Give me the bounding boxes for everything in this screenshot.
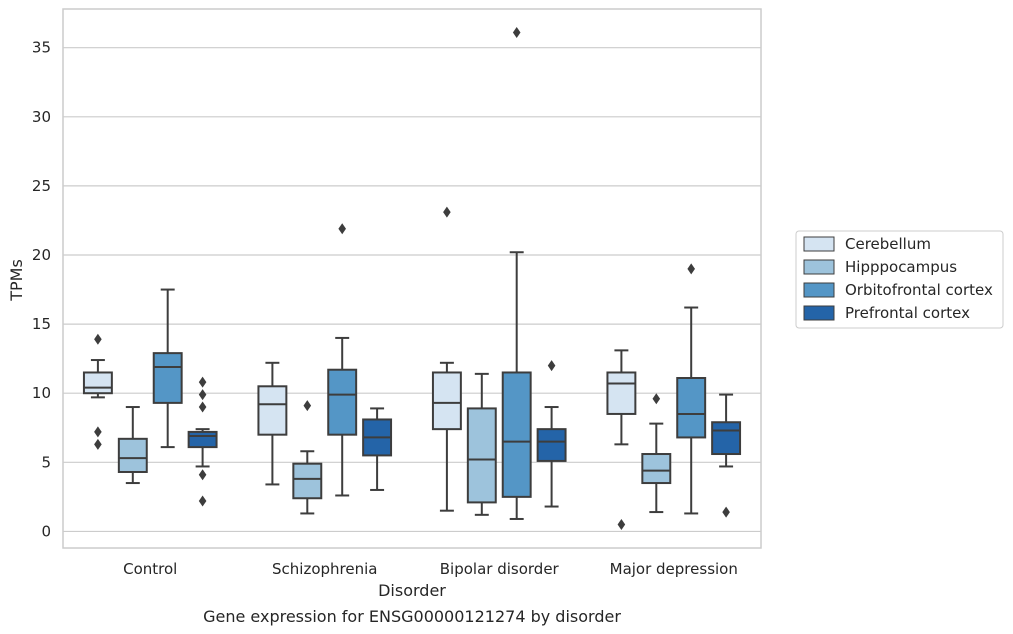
box-body <box>466 407 497 504</box>
y-tick-label-25: 25 <box>32 177 51 195</box>
legend-swatch-3 <box>803 305 835 321</box>
legend-label-0: Cerebellum <box>845 235 931 253</box>
box-body <box>431 371 462 431</box>
chart-caption: Gene expression for ENSG00000121274 by d… <box>203 607 621 626</box>
outlier-0 <box>547 360 556 372</box>
outlier-0 <box>687 263 695 275</box>
outlier-3 <box>198 469 207 481</box>
outlier-1 <box>198 389 207 401</box>
legend-label-1: Hipppocampus <box>845 258 957 276</box>
outlier-0 <box>443 206 451 218</box>
box-body <box>606 371 637 415</box>
box-2-2 <box>501 26 532 520</box>
box-body <box>187 430 218 449</box>
box-body <box>711 421 742 456</box>
outlier-0 <box>94 333 102 345</box>
outlier-0 <box>338 223 346 235</box>
y-tick-label-5: 5 <box>41 453 51 471</box>
legend-swatch-1 <box>803 259 835 275</box>
box-body <box>327 368 358 436</box>
box-3-1 <box>641 393 672 514</box>
box-2-0 <box>431 206 462 512</box>
y-tick-label-35: 35 <box>32 39 51 57</box>
y-tick-label-0: 0 <box>41 522 51 540</box>
x-axis-label: Disorder <box>378 581 446 600</box>
box-0-2 <box>152 288 183 449</box>
x-axis-ticks: Control Schizophrenia Bipolar disorder Majo… <box>123 560 738 578</box>
legend-label-3: Prefrontal cortex <box>845 304 970 322</box>
box-body <box>501 371 532 498</box>
x-tick-label-3: Major depression <box>610 560 738 578</box>
y-tick-label-20: 20 <box>32 246 51 264</box>
outlier-4 <box>198 495 207 507</box>
box-2-3 <box>536 360 567 508</box>
outlier-0 <box>722 506 730 518</box>
outlier-2 <box>198 401 207 413</box>
box-body <box>152 352 183 404</box>
box-1-1 <box>292 400 323 515</box>
box-body <box>82 371 113 395</box>
box-body <box>292 462 323 500</box>
legend-label-2: Orbitofrontal cortex <box>845 281 993 299</box>
y-tick-label-15: 15 <box>32 315 51 333</box>
box-0-0 <box>82 333 113 450</box>
box-3-3 <box>711 393 742 518</box>
legend-swatch-2 <box>803 282 835 298</box>
legend-frame <box>795 230 1004 329</box>
plot-area <box>82 26 742 531</box>
outlier-2 <box>94 438 102 450</box>
box-3-2 <box>676 263 707 515</box>
box-body <box>117 437 148 473</box>
box-body <box>536 428 567 462</box>
plot-frame <box>62 8 762 549</box>
box-3-0 <box>606 349 637 531</box>
x-tick-label-2: Bipolar disorder <box>440 560 560 578</box>
box-0-3 <box>187 376 218 507</box>
outlier-1 <box>94 426 102 438</box>
outlier-0 <box>303 400 312 412</box>
box-1-2 <box>327 223 358 497</box>
y-axis-label: TPMs <box>7 259 26 302</box>
box-body <box>641 453 672 485</box>
outlier-0 <box>198 376 207 388</box>
legend-swatch-0 <box>803 236 835 252</box>
x-tick-label-1: Schizophrenia <box>272 560 377 578</box>
y-tick-label-10: 10 <box>32 384 51 402</box>
outlier-0 <box>512 26 521 38</box>
box-1-0 <box>257 361 288 486</box>
y-tick-label-30: 30 <box>32 108 51 126</box>
box-2-1 <box>466 372 497 516</box>
legend: Cerebellum Hipppocampus Orbitofrontal cort… <box>795 230 1004 329</box>
y-axis-ticks: 0 5 10 15 20 25 30 35 <box>32 39 51 541</box>
x-tick-label-0: Control <box>123 560 177 578</box>
box-1-3 <box>362 407 393 491</box>
box-0-1 <box>117 406 148 485</box>
box-body <box>676 377 707 439</box>
box-body <box>257 385 288 436</box>
outlier-0 <box>617 519 626 531</box>
outlier-0 <box>652 393 661 405</box>
